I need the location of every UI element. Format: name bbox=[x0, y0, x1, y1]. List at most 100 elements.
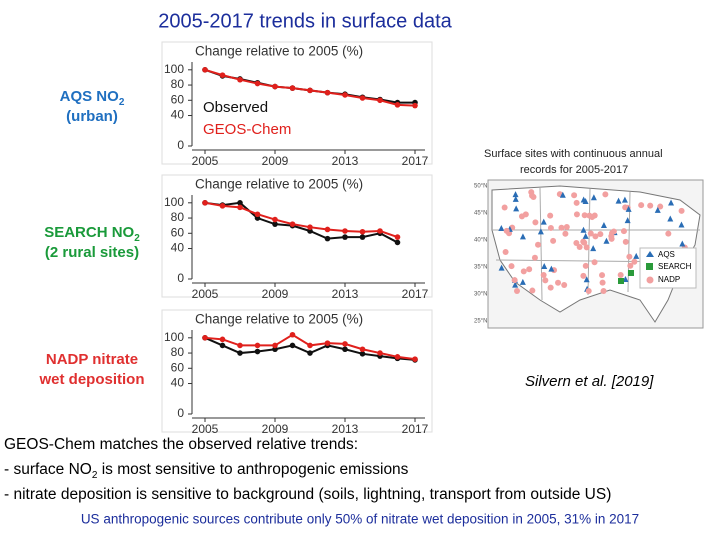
site-nadp bbox=[547, 224, 554, 231]
y-tick-label: 0 bbox=[177, 271, 184, 285]
data-point bbox=[237, 204, 243, 211]
site-nadp bbox=[573, 239, 580, 246]
site-nadp bbox=[587, 230, 594, 237]
legend-label: AQS bbox=[658, 250, 675, 259]
x-tick-label: 2009 bbox=[262, 154, 289, 168]
site-nadp bbox=[608, 235, 615, 242]
data-point bbox=[342, 228, 348, 234]
site-nadp bbox=[555, 279, 562, 286]
site-dots bbox=[498, 189, 688, 295]
data-point bbox=[272, 342, 278, 349]
site-nadp bbox=[678, 207, 685, 214]
site-nadp bbox=[573, 199, 580, 206]
series-line bbox=[204, 201, 398, 244]
series-label: wet deposition bbox=[39, 371, 145, 388]
site-nadp bbox=[592, 233, 599, 240]
site-nadp bbox=[591, 259, 598, 266]
data-point bbox=[394, 234, 401, 240]
site-nadp bbox=[562, 230, 569, 237]
data-point bbox=[237, 342, 243, 349]
site-nadp bbox=[626, 253, 633, 260]
legend-symbol bbox=[646, 251, 654, 257]
site-aqs bbox=[519, 278, 526, 285]
site-nadp bbox=[547, 212, 554, 219]
x-tick-label: 2009 bbox=[262, 422, 289, 436]
x-tick-label: 2005 bbox=[192, 422, 219, 436]
data-point bbox=[272, 83, 278, 90]
data-point bbox=[254, 348, 261, 355]
site-nadp bbox=[576, 244, 583, 251]
lat-label: 35°N bbox=[474, 265, 487, 271]
site-aqs bbox=[590, 194, 597, 201]
site-nadp bbox=[547, 284, 554, 291]
site-aqs bbox=[559, 191, 566, 198]
x-tick-label: 2005 bbox=[192, 154, 219, 168]
series-label-sub: 2 bbox=[134, 233, 140, 244]
series-label: SEARCH NO2 bbox=[44, 224, 140, 244]
site-aqs bbox=[582, 232, 589, 239]
data-point bbox=[289, 331, 296, 338]
slide-title: 2005-2017 trends in surface data bbox=[158, 10, 452, 32]
site-nadp bbox=[542, 277, 549, 284]
lat-label: 50°N bbox=[474, 184, 487, 190]
site-search bbox=[628, 270, 634, 276]
data-point bbox=[307, 350, 313, 356]
site-nadp bbox=[563, 224, 570, 231]
site-search bbox=[618, 278, 624, 284]
data-point bbox=[359, 95, 366, 101]
site-aqs bbox=[633, 252, 640, 259]
site-nadp bbox=[610, 228, 617, 235]
site-nadp bbox=[511, 277, 518, 284]
site-nadp bbox=[561, 282, 568, 289]
y-tick-label: 100 bbox=[164, 330, 184, 344]
site-aqs bbox=[679, 240, 686, 247]
data-point bbox=[307, 87, 313, 94]
site-nadp bbox=[531, 254, 538, 261]
y-tick-label: 60 bbox=[171, 225, 185, 239]
lat-label: 30°N bbox=[474, 292, 487, 298]
y-tick-label: 60 bbox=[171, 92, 185, 106]
data-point bbox=[359, 351, 366, 357]
site-nadp bbox=[540, 272, 547, 279]
site-nadp bbox=[526, 266, 533, 273]
site-aqs bbox=[513, 205, 520, 212]
lat-label: 40°N bbox=[474, 238, 487, 244]
data-point bbox=[412, 356, 418, 362]
citation: Silvern et al. [2019] bbox=[525, 373, 654, 390]
site-aqs bbox=[512, 281, 519, 288]
series-label-sub: 2 bbox=[119, 97, 125, 108]
data-point bbox=[359, 234, 366, 240]
series-label: (urban) bbox=[66, 108, 118, 125]
site-nadp bbox=[573, 211, 580, 218]
series-label-text: AQS NO bbox=[60, 88, 120, 105]
site-nadp bbox=[571, 192, 578, 199]
data-point bbox=[324, 235, 331, 242]
footer-line: GEOS-Chem matches the observed relative … bbox=[4, 436, 358, 453]
site-nadp bbox=[585, 288, 592, 295]
site-nadp bbox=[631, 258, 638, 265]
data-point bbox=[202, 67, 208, 73]
x-tick-label: 2013 bbox=[332, 422, 359, 436]
site-aqs bbox=[512, 195, 519, 202]
map: Surface sites with continuous annual rec… bbox=[474, 148, 704, 329]
site-nadp bbox=[638, 202, 645, 209]
x-tick-label: 2017 bbox=[402, 422, 429, 436]
chart-title: Change relative to 2005 (%) bbox=[195, 44, 363, 59]
y-tick-label: 0 bbox=[177, 138, 184, 152]
site-nadp bbox=[503, 227, 510, 234]
data-point bbox=[219, 72, 226, 78]
site-nadp bbox=[580, 272, 587, 279]
data-point bbox=[324, 340, 331, 346]
site-nadp bbox=[529, 287, 536, 294]
data-point bbox=[359, 346, 366, 353]
site-aqs bbox=[580, 196, 587, 203]
site-nadp bbox=[617, 271, 624, 278]
site-nadp bbox=[501, 204, 508, 211]
chart-frame bbox=[161, 309, 433, 433]
data-point bbox=[307, 224, 313, 230]
data-point bbox=[289, 85, 296, 91]
site-aqs bbox=[678, 221, 685, 228]
series-label-text: NADP nitrate bbox=[46, 351, 138, 368]
data-point bbox=[377, 228, 383, 234]
